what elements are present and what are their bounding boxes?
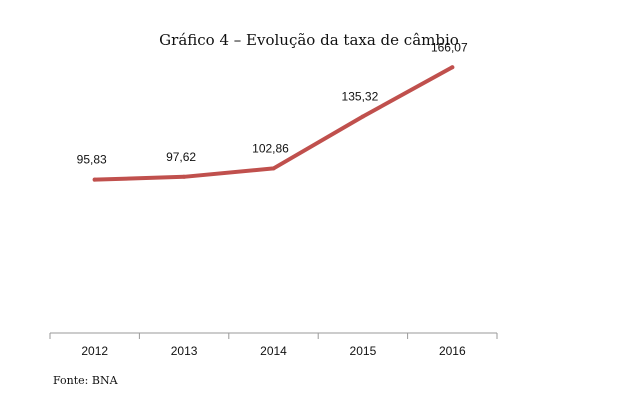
series-line [92, 65, 455, 182]
data-label: 97,62 [166, 150, 196, 164]
x-tick-label: 2016 [439, 344, 466, 358]
source-note: Fonte: BNA [53, 374, 119, 387]
data-point [271, 166, 276, 171]
data-point [360, 114, 365, 119]
x-tick-label: 2015 [350, 344, 377, 358]
data-point [182, 174, 187, 179]
x-tick-label: 2014 [260, 344, 287, 358]
data-labels: 95,83 97,62 102,86 135,32 166,07 [77, 40, 468, 166]
series-layer [92, 65, 455, 182]
data-label: 135,32 [342, 89, 379, 103]
chart-title: Gráfico 4 – Evolução da taxa de câmbio [159, 31, 459, 49]
data-point [450, 65, 455, 70]
data-point [92, 177, 97, 182]
data-label: 102,86 [252, 141, 289, 155]
x-tick-label: 2012 [81, 344, 108, 358]
x-tick-label: 2013 [171, 344, 198, 358]
x-axis: 2012 2013 2014 2015 2016 [49, 332, 498, 358]
data-label: 95,83 [77, 153, 107, 167]
data-label: 166,07 [431, 40, 468, 54]
